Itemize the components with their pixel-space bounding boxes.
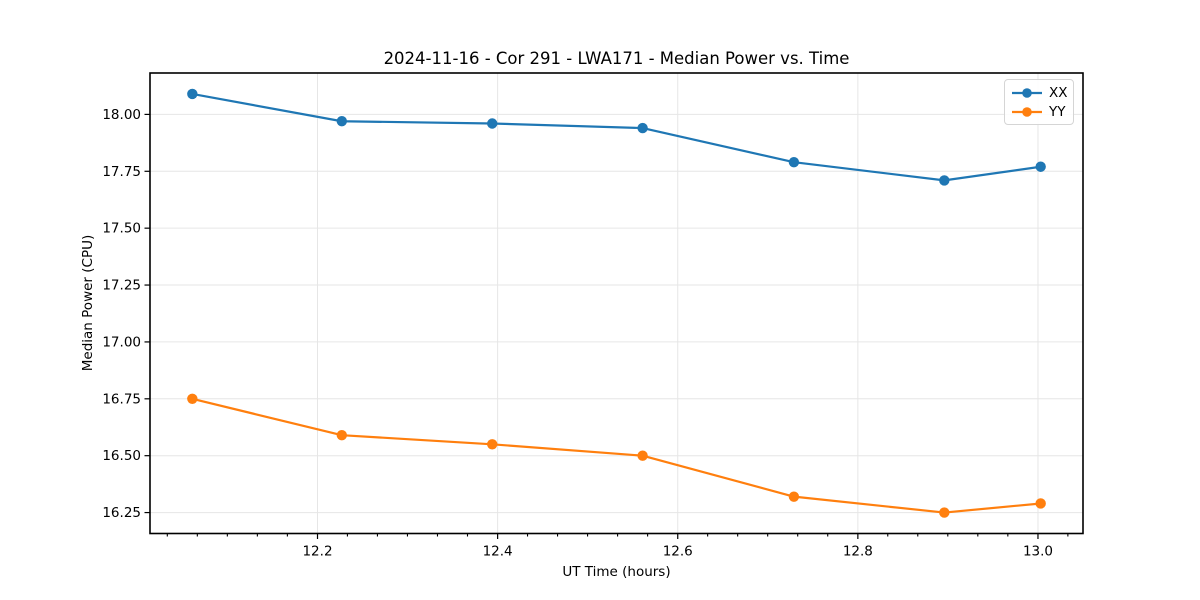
legend-marker-xx-icon: [1012, 87, 1042, 98]
data-point-yy: [336, 430, 348, 441]
data-point-xx: [788, 156, 800, 168]
x-tick-label: 12.8: [843, 544, 873, 560]
y-tick-label: 17.00: [102, 334, 141, 350]
y-axis-label: Median Power (CPU): [80, 234, 96, 372]
x-tick-label: 12.2: [302, 544, 332, 560]
data-point-xx: [939, 175, 950, 186]
data-point-yy: [939, 507, 950, 518]
data-point-yy: [1035, 498, 1046, 509]
plot-border: [149, 72, 1084, 535]
x-tick-label: 12.6: [663, 544, 693, 560]
data-point-xx: [1035, 161, 1046, 172]
y-tick-label: 17.75: [102, 164, 141, 180]
y-tick-label: 18.00: [102, 107, 141, 123]
legend-marker-yy-icon: [1012, 106, 1042, 117]
x-tick-label: 13.0: [1023, 544, 1053, 560]
legend-entry-xx: XX: [1011, 84, 1068, 101]
legend: XX YY: [1004, 79, 1074, 125]
y-tick-label: 16.75: [102, 391, 141, 407]
data-point-xx: [487, 118, 498, 129]
data-point-xx: [336, 116, 348, 127]
data-point-yy: [788, 491, 800, 502]
legend-label: XX: [1049, 84, 1068, 101]
legend-label: YY: [1049, 103, 1066, 120]
y-tick-label: 16.25: [102, 505, 141, 521]
x-tick-label: 12.4: [483, 544, 513, 560]
y-tick-label: 17.25: [102, 278, 141, 294]
y-tick-label: 17.50: [102, 221, 141, 237]
data-point-xx: [637, 122, 648, 134]
series-line-xx: [191, 92, 1042, 182]
legend-entry-yy: YY: [1011, 103, 1066, 120]
y-tick-label: 16.50: [102, 448, 141, 464]
chart-title: 2024-11-16 - Cor 291 - LWA171 - Median P…: [383, 49, 850, 68]
data-point-yy: [187, 393, 198, 405]
data-point-yy: [637, 450, 648, 461]
x-axis-label: UT Time (hours): [562, 564, 671, 580]
data-point-yy: [487, 439, 498, 450]
data-point-xx: [187, 88, 198, 100]
